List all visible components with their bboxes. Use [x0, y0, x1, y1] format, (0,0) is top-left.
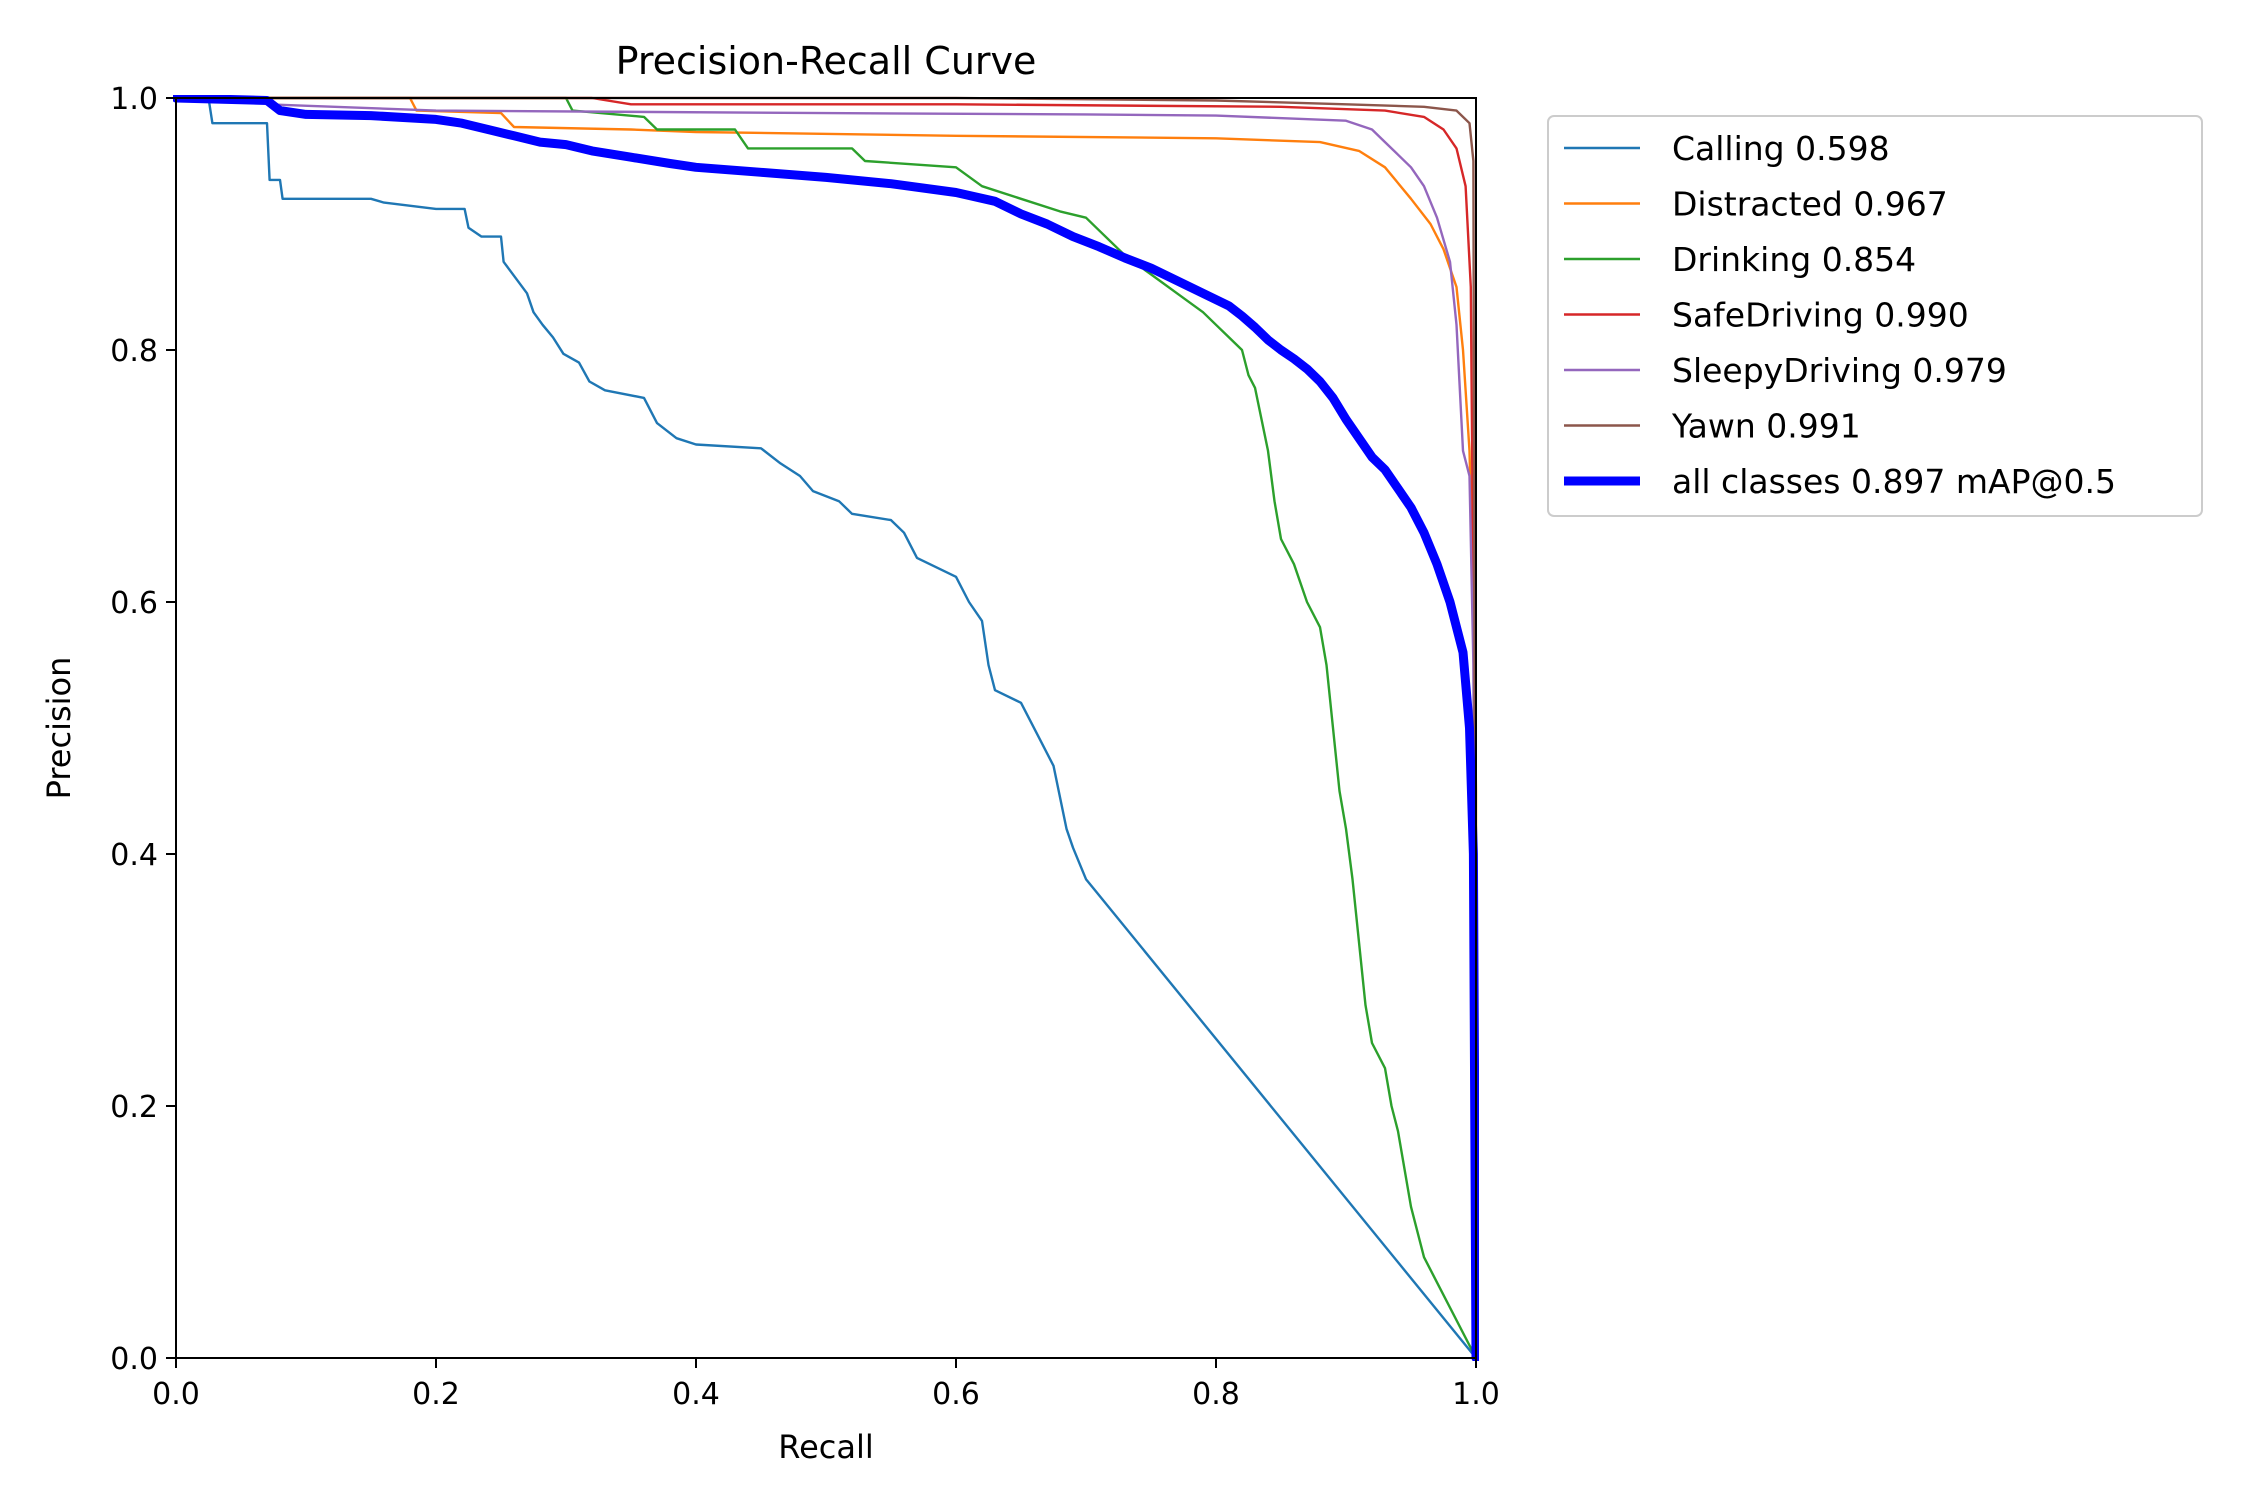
legend-box [1547, 115, 2203, 517]
series-line-calling-0-598 [174, 96, 1478, 1360]
x-tick-label: 0.2 [412, 1377, 460, 1412]
y-tick-label: 0.0 [110, 1342, 158, 1377]
plot-area [173, 95, 1479, 1361]
y-tick-label: 0.2 [110, 1090, 158, 1125]
plot-frame [175, 97, 1477, 1359]
series-line-distracted-0-967 [174, 96, 1478, 1360]
chart-title: Precision-Recall Curve [616, 39, 1037, 83]
series-line-drinking-0-854 [174, 96, 1478, 1360]
legend-label: SafeDriving 0.990 [1672, 296, 1969, 335]
series-line-all-classes-0-897-map-0-5 [173, 95, 1479, 1361]
y-axis-ticks: 0.0 0.2 0.4 0.6 0.8 1.0 [110, 82, 176, 1377]
series-line-yawn-0-991 [174, 96, 1478, 1360]
legend-label: Distracted 0.967 [1672, 185, 1948, 224]
x-tick-label: 0.0 [152, 1377, 200, 1412]
series-line-safedriving-0-990 [174, 96, 1478, 1360]
legend-label: Calling 0.598 [1672, 129, 1890, 168]
x-tick-label: 0.6 [932, 1377, 980, 1412]
legend: Calling 0.598 Distracted 0.967 Drinking 0.… [1547, 115, 2203, 517]
legend-label: SleepyDriving 0.979 [1672, 351, 2007, 390]
y-axis-label: Precision [40, 657, 78, 800]
legend-label: all classes 0.897 mAP@0.5 [1672, 462, 2116, 501]
y-tick-label: 0.8 [110, 334, 158, 369]
series-line-sleepydriving-0-979 [174, 96, 1478, 1360]
legend-label: Drinking 0.854 [1672, 240, 1916, 279]
y-tick-label: 1.0 [110, 82, 158, 117]
x-axis-ticks: 0.0 0.2 0.4 0.6 0.8 1.0 [152, 1358, 1500, 1412]
x-tick-label: 0.8 [1192, 1377, 1240, 1412]
x-axis-label: Recall [778, 1428, 873, 1466]
x-tick-label: 0.4 [672, 1377, 720, 1412]
legend-label: Yawn 0.991 [1671, 407, 1861, 446]
y-tick-label: 0.6 [110, 586, 158, 621]
x-tick-label: 1.0 [1452, 1377, 1500, 1412]
y-tick-label: 0.4 [110, 838, 158, 873]
